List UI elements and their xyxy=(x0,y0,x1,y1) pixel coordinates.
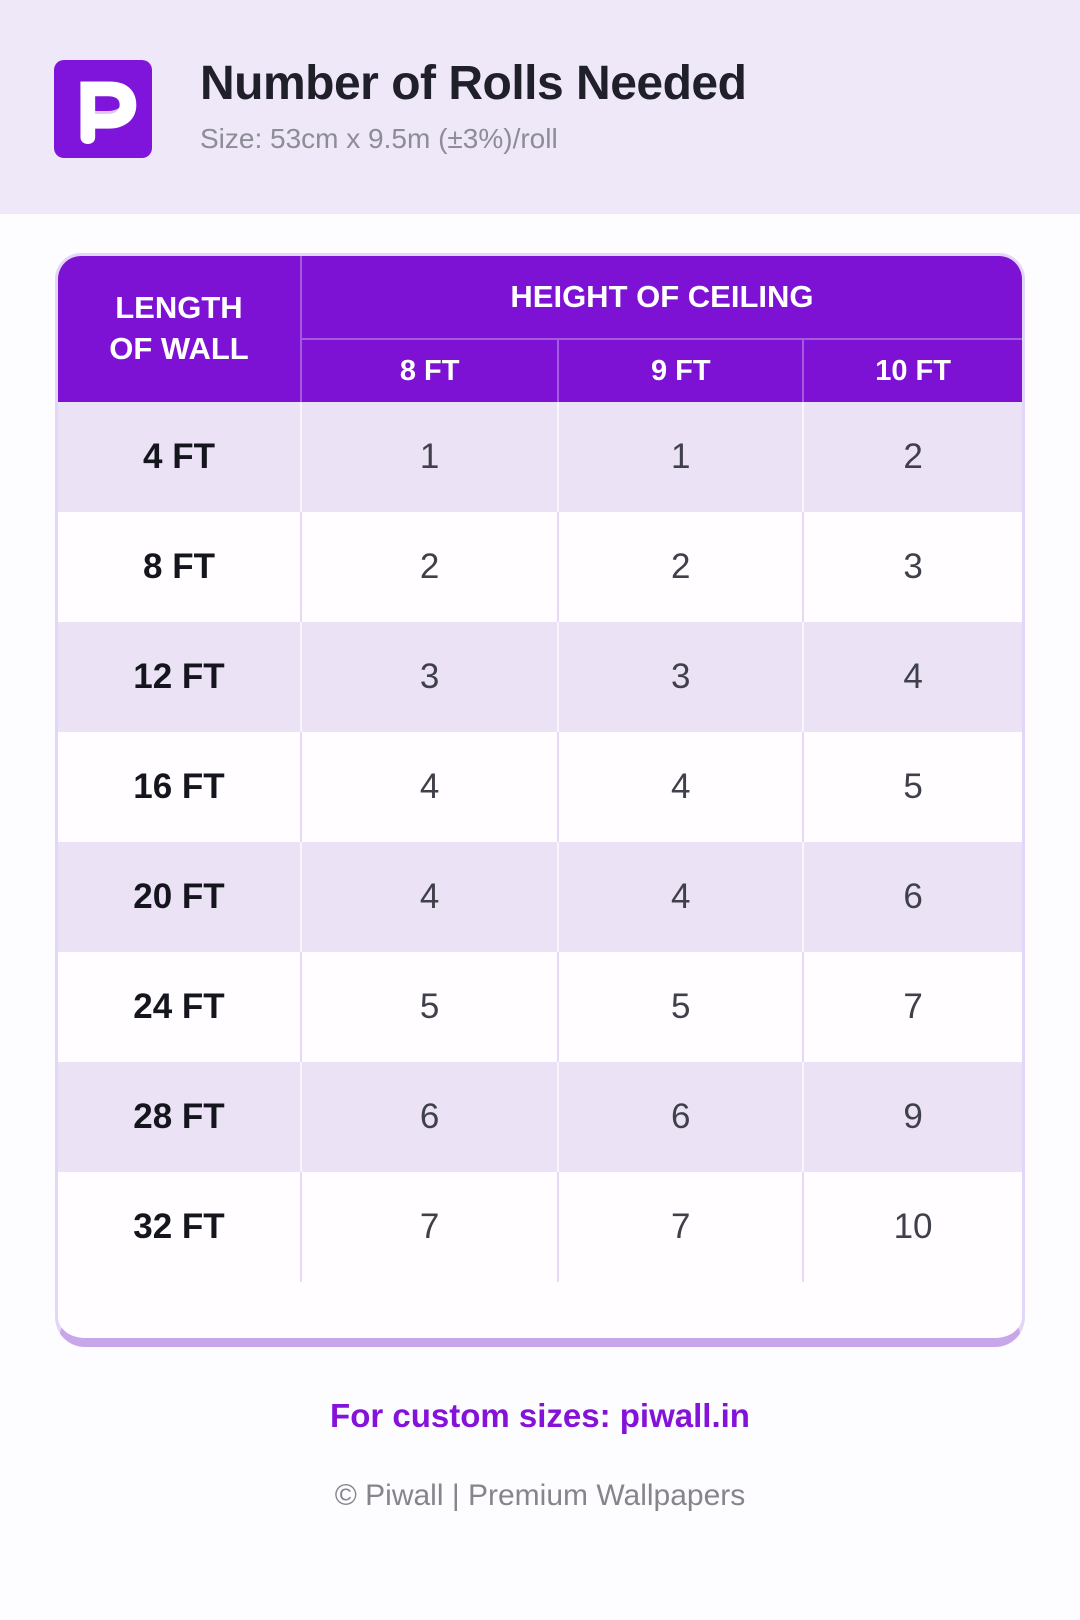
title-block: Number of Rolls Needed Size: 53cm x 9.5m… xyxy=(200,56,747,155)
cell-value: 2 xyxy=(802,402,1022,512)
row-label: 8 FT xyxy=(143,547,215,586)
table-row: 28 FT 6 6 9 xyxy=(58,1062,1022,1172)
cell-value: 4 xyxy=(802,622,1022,732)
table-row: 32 FT 7 7 10 xyxy=(58,1172,1022,1282)
table-row: 20 FT 4 4 6 xyxy=(58,842,1022,952)
table-row: 16 FT 4 4 5 xyxy=(58,732,1022,842)
cell-value: 5 xyxy=(802,732,1022,842)
row-label: 24 FT xyxy=(133,987,225,1026)
cell-value: 7 xyxy=(557,1172,802,1282)
column-header-8ft: 8 FT xyxy=(299,340,557,402)
cell-value: 7 xyxy=(802,952,1022,1062)
cell-value: 4 xyxy=(299,842,557,952)
footer: For custom sizes: piwall.in © Piwall | P… xyxy=(0,1397,1080,1513)
card-bottom-padding xyxy=(58,1282,1022,1338)
table-row: 12 FT 3 3 4 xyxy=(58,622,1022,732)
cell-value: 3 xyxy=(557,622,802,732)
row-label: 16 FT xyxy=(133,767,225,806)
column-header-9ft: 9 FT xyxy=(557,340,802,402)
cell-value: 4 xyxy=(299,732,557,842)
cell-value: 6 xyxy=(802,842,1022,952)
page-subtitle: Size: 53cm x 9.5m (±3%)/roll xyxy=(200,123,558,155)
table-header: LENGTH OF WALL HEIGHT OF CEILING 8 FT 9 … xyxy=(58,256,1022,402)
row-label: 4 FT xyxy=(143,437,215,476)
cell-value: 2 xyxy=(299,512,557,622)
column-header-10ft: 10 FT xyxy=(802,340,1022,402)
page-title: Number of Rolls Needed xyxy=(200,56,747,110)
table-body: 4 FT 1 1 2 8 FT 2 2 3 12 FT 3 3 4 16 FT … xyxy=(58,402,1022,1282)
table-row: 8 FT 2 2 3 xyxy=(58,512,1022,622)
cell-value: 6 xyxy=(557,1062,802,1172)
cell-value: 5 xyxy=(557,952,802,1062)
cell-value: 4 xyxy=(557,732,802,842)
rolls-table-card: LENGTH OF WALL HEIGHT OF CEILING 8 FT 9 … xyxy=(55,253,1025,1347)
cell-value: 3 xyxy=(299,622,557,732)
cell-value: 7 xyxy=(299,1172,557,1282)
row-axis-header-line1: LENGTH xyxy=(115,290,243,326)
cell-value: 1 xyxy=(557,402,802,512)
table-row: 4 FT 1 1 2 xyxy=(58,402,1022,512)
row-label: 20 FT xyxy=(133,877,225,916)
cell-value: 10 xyxy=(802,1172,1022,1282)
row-label: 32 FT xyxy=(133,1207,225,1246)
custom-sizes-link[interactable]: For custom sizes: piwall.in xyxy=(330,1397,750,1434)
piwall-logo-icon xyxy=(54,60,152,158)
column-group-header: HEIGHT OF CEILING xyxy=(299,256,1022,340)
cell-value: 3 xyxy=(802,512,1022,622)
cell-value: 9 xyxy=(802,1062,1022,1172)
header-band: Number of Rolls Needed Size: 53cm x 9.5m… xyxy=(0,0,1080,214)
cell-value: 6 xyxy=(299,1062,557,1172)
cell-value: 4 xyxy=(557,842,802,952)
cell-value: 2 xyxy=(557,512,802,622)
row-axis-header: LENGTH OF WALL xyxy=(58,256,300,402)
cell-value: 1 xyxy=(299,402,557,512)
row-axis-header-line2: OF WALL xyxy=(109,331,249,366)
row-label: 28 FT xyxy=(133,1097,225,1136)
copyright-text: © Piwall | Premium Wallpapers xyxy=(334,1479,746,1512)
cell-value: 5 xyxy=(299,952,557,1062)
table-row: 24 FT 5 5 7 xyxy=(58,952,1022,1062)
row-label: 12 FT xyxy=(133,657,225,696)
